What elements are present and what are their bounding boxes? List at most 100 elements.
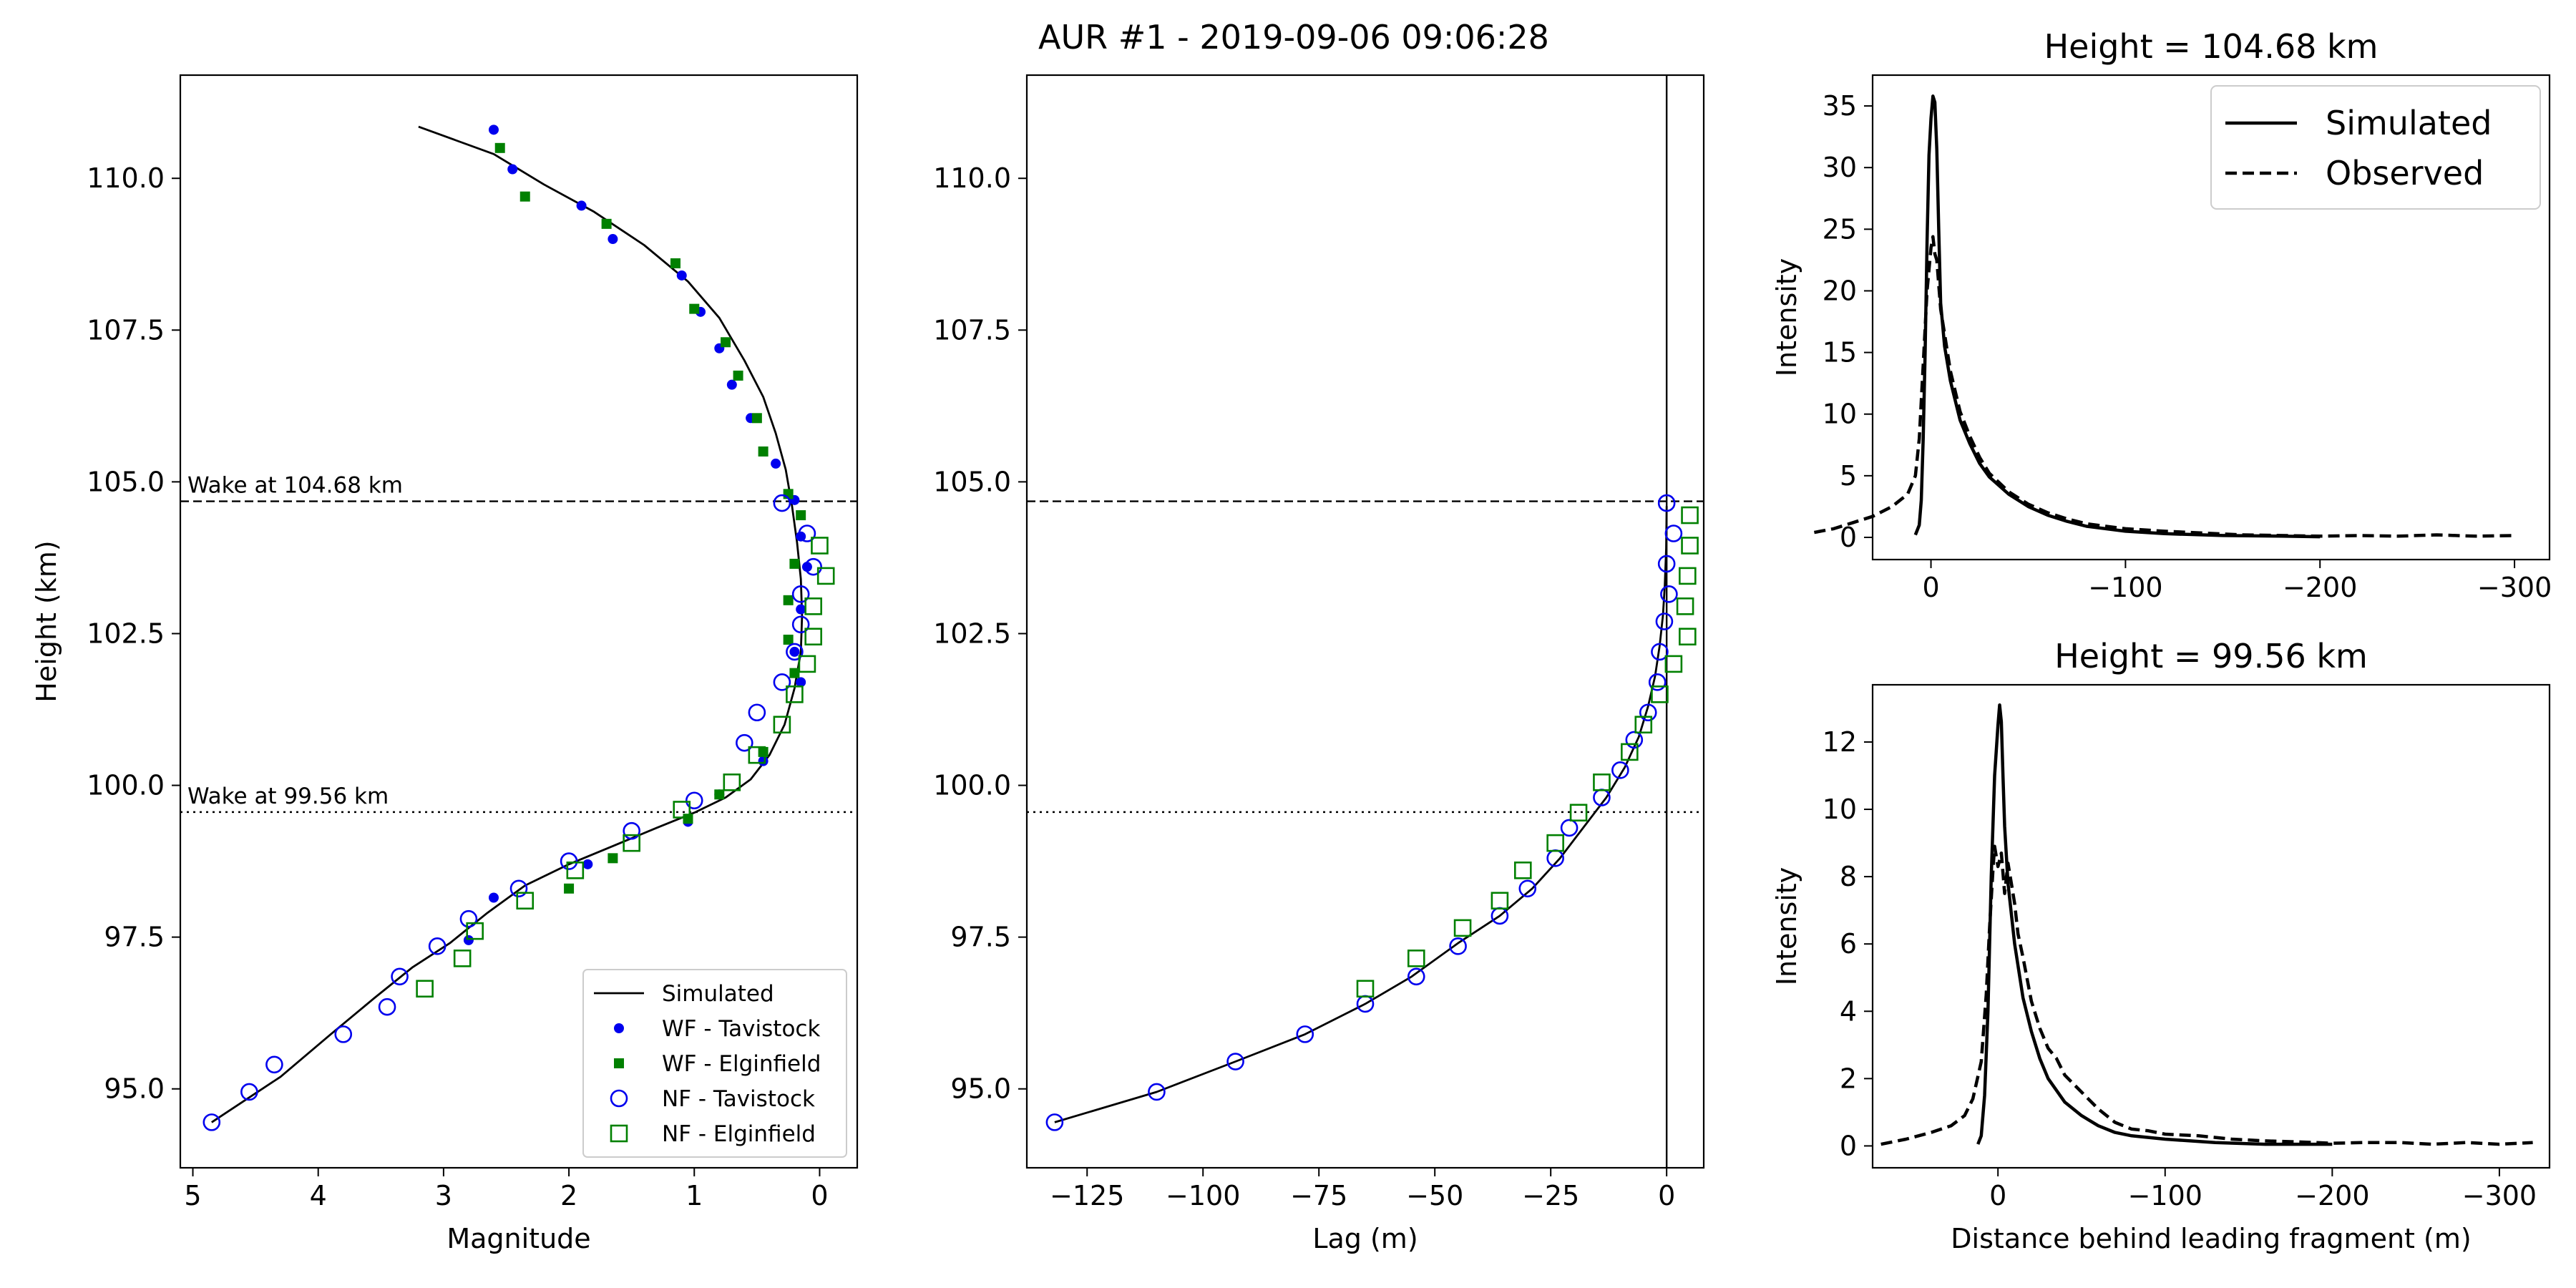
x-tick-label: −300 (2462, 1180, 2537, 1211)
y-tick-label: 97.5 (104, 922, 165, 953)
wf-elginfield-point (733, 370, 743, 381)
wake-height-label: Wake at 99.56 km (187, 784, 389, 809)
simulated-line (1054, 506, 1668, 1123)
nf-elginfield-point (1491, 892, 1509, 910)
nf-elginfield-point (1593, 774, 1611, 791)
y-axis-label: Intensity (1771, 258, 1802, 376)
x-tick-label: 0 (1922, 572, 1939, 603)
nf-tavistock-point (1655, 613, 1674, 630)
y-tick-label: 102.5 (87, 618, 165, 649)
y-tick-label: 0 (1840, 522, 1857, 553)
nf-tavistock-point (798, 525, 816, 542)
wf-elginfield-point (758, 746, 769, 757)
nf-tavistock-point (1518, 879, 1537, 898)
nf-tavistock-point (773, 673, 791, 691)
x-tick-label: −25 (1522, 1180, 1579, 1211)
y-tick-label: 100.0 (933, 770, 1011, 801)
nf-elginfield-point (1569, 804, 1588, 822)
nf-elginfield-point (1679, 628, 1697, 646)
axes-frame (1871, 683, 2551, 1169)
wf-tavistock-point (488, 892, 499, 903)
nf-tavistock-point (334, 1025, 353, 1043)
nf-tavistock-point (459, 909, 478, 928)
axes-frame (1871, 74, 2551, 561)
nf-tavistock-point (736, 733, 753, 752)
wf-tavistock-point (463, 935, 474, 945)
y-tick-label: 35 (1823, 90, 1857, 122)
nf-tavistock-point (378, 997, 396, 1016)
nf-tavistock-point (791, 585, 810, 603)
wf-tavistock-point (796, 677, 806, 688)
figure-suptitle: AUR #1 - 2019-09-06 09:06:28 (1038, 18, 1549, 57)
nf-tavistock-point (265, 1055, 283, 1074)
wf-elginfield-point (721, 337, 731, 348)
legend-box (582, 969, 847, 1158)
wf-tavistock-point (488, 125, 499, 135)
nf-tavistock-point (1639, 703, 1657, 722)
legend-entry-label: NF - Elginfield (662, 1121, 816, 1147)
nf-tavistock-point (804, 557, 822, 576)
nf-tavistock-point (1648, 673, 1667, 691)
simulated-line (1913, 94, 2321, 539)
nf-tavistock-point (1449, 937, 1467, 955)
nf-elginfield-point (1676, 597, 1694, 615)
wf-elginfield-point (683, 814, 693, 824)
legend-entry-label: Observed (2326, 154, 2484, 192)
y-tick-label: 6 (1840, 928, 1857, 960)
x-axis-label: Distance behind leading fragment (m) (1951, 1223, 2471, 1254)
wf-elginfield-point (601, 218, 612, 229)
x-tick-label: 0 (1989, 1180, 2006, 1211)
nf-tavistock-point (1148, 1083, 1166, 1101)
wf-tavistock-point (801, 562, 812, 572)
panel-title: Height = 104.68 km (2044, 27, 2379, 66)
nf-elginfield-point (804, 597, 822, 615)
nf-elginfield-point (466, 922, 484, 940)
legend-entry-label: Simulated (662, 981, 774, 1007)
nf-tavistock-point (1045, 1113, 1064, 1131)
nf-elginfield-point (804, 628, 822, 646)
x-tick-label: 2 (560, 1180, 577, 1211)
wf-tavistock-point (676, 270, 687, 280)
lag-panel: −125 −100 −75 −50 −25 0 95.0 97.5 100.0 102.5 105.… (933, 74, 1705, 1254)
nf-elginfield-point (811, 537, 829, 555)
y-tick-label: 10 (1823, 794, 1857, 825)
observed-line (1813, 235, 2515, 538)
nf-tavistock-point (1611, 761, 1629, 779)
nf-elginfield-point (673, 801, 691, 819)
wake-height-label: Wake at 104.68 km (187, 473, 403, 499)
x-tick-label: 3 (435, 1180, 452, 1211)
wf-tavistock-point (758, 756, 769, 766)
nf-tavistock-point (1657, 555, 1676, 573)
y-tick-label: 97.5 (950, 922, 1011, 953)
wf-elginfield-point (789, 558, 800, 569)
magnitude-panel: 5 4 3 2 1 0 95.0 97.5 100.0 102.5 105.0 107.5 110.0 M… (31, 74, 859, 1254)
nf-tavistock-point (1657, 494, 1676, 512)
nf-elginfield-point (798, 655, 816, 673)
nf-tavistock-point (623, 821, 640, 840)
wf-elginfield-point (751, 413, 762, 424)
legend-entry-label: WF - Tavistock (662, 1016, 820, 1042)
wf-elginfield-point (689, 303, 700, 314)
nf-tavistock-point (1660, 585, 1678, 603)
x-tick-label: 1 (686, 1180, 703, 1211)
nf-elginfield-point (623, 834, 640, 852)
nf-elginfield-point (566, 862, 585, 879)
legend-swatch-wf-tavistock (614, 1023, 624, 1033)
y-tick-label: 107.5 (933, 314, 1011, 346)
y-tick-label: 2 (1840, 1063, 1857, 1094)
wf-elginfield-point (789, 668, 800, 678)
nf-elginfield-point (816, 567, 835, 585)
x-tick-label: −100 (2128, 1180, 2202, 1211)
nf-elginfield-point (723, 774, 741, 791)
nf-tavistock-point (1560, 819, 1579, 837)
nf-tavistock-point (391, 967, 409, 986)
nf-elginfield-point (1546, 834, 1564, 852)
wf-elginfield-point (494, 142, 505, 153)
y-tick-label: 100.0 (87, 770, 165, 801)
nf-tavistock-point (1226, 1053, 1244, 1070)
x-tick-label: −200 (2283, 572, 2357, 603)
y-tick-label: 102.5 (933, 618, 1011, 649)
x-tick-label: −100 (1166, 1180, 1240, 1211)
x-tick-label: 5 (184, 1180, 201, 1211)
